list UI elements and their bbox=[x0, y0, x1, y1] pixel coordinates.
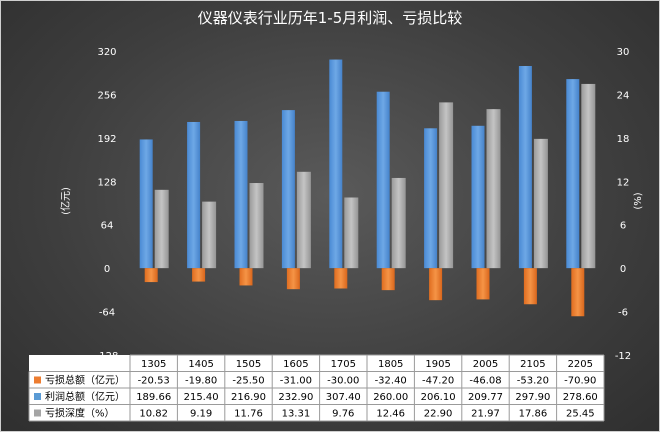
x-tick-label: 1305 bbox=[141, 359, 166, 370]
bar-loss-depth bbox=[154, 189, 169, 269]
legend-swatch bbox=[34, 409, 41, 417]
x-tick-label: 1705 bbox=[331, 359, 356, 370]
bar-profit bbox=[234, 120, 248, 269]
data-label: 209.77 bbox=[468, 392, 503, 403]
data-label: -30.00 bbox=[327, 376, 359, 387]
data-label: 9.76 bbox=[332, 409, 354, 420]
data-label: 216.90 bbox=[231, 392, 266, 403]
data-label: -31.00 bbox=[280, 376, 312, 387]
x-tick-label: 2205 bbox=[568, 359, 593, 370]
y-tick-label: 64 bbox=[101, 221, 114, 232]
x-tick-label: 2005 bbox=[473, 359, 498, 370]
bar-profit bbox=[376, 91, 390, 269]
data-label: -32.40 bbox=[375, 376, 407, 387]
bar-profit bbox=[187, 121, 201, 269]
y2-tick-label: 12 bbox=[617, 177, 630, 188]
chart-title: 仪器仪表行业历年1-5月利润、亏损比较 bbox=[198, 9, 463, 27]
data-label: 11.76 bbox=[234, 409, 263, 420]
y2-tick-label: 24 bbox=[617, 90, 630, 101]
y2-tick-label: -12 bbox=[615, 351, 631, 362]
x-tick-label: 1505 bbox=[236, 359, 261, 370]
bar-loss bbox=[192, 268, 206, 282]
data-label: -20.53 bbox=[138, 376, 170, 387]
y2-tick-label: 0 bbox=[620, 264, 626, 275]
bar-loss-depth bbox=[249, 183, 264, 269]
data-label: -19.80 bbox=[185, 376, 217, 387]
bar-loss-depth bbox=[391, 177, 406, 269]
bar-profit bbox=[281, 110, 295, 269]
data-label: 25.45 bbox=[566, 409, 595, 420]
bar-loss bbox=[239, 268, 253, 286]
y-axis-label: (亿元) bbox=[59, 187, 72, 215]
bar-loss-depth bbox=[344, 197, 359, 269]
data-label: 12.46 bbox=[376, 409, 405, 420]
x-tick-label: 1905 bbox=[425, 359, 450, 370]
bar-loss bbox=[429, 268, 443, 301]
bar-profit bbox=[139, 139, 153, 269]
x-tick-label: 1405 bbox=[188, 359, 213, 370]
data-label: 21.97 bbox=[471, 409, 500, 420]
y2-tick-label: -6 bbox=[618, 308, 628, 319]
bar-loss-depth bbox=[296, 171, 311, 269]
x-tick-label: 1805 bbox=[378, 359, 403, 370]
data-label: 297.90 bbox=[515, 392, 550, 403]
data-label: 260.00 bbox=[373, 392, 408, 403]
data-label: 206.10 bbox=[421, 392, 456, 403]
data-label: 22.90 bbox=[424, 409, 453, 420]
y2-tick-label: 18 bbox=[617, 134, 630, 145]
bar-loss-depth bbox=[439, 102, 454, 269]
data-label: 278.60 bbox=[563, 392, 598, 403]
y2-tick-label: 30 bbox=[617, 47, 630, 58]
legend-label: 亏损总额（亿元） bbox=[45, 374, 125, 387]
bar-loss bbox=[286, 268, 300, 290]
data-label: 13.31 bbox=[282, 409, 311, 420]
data-label: 17.86 bbox=[519, 409, 548, 420]
bar-profit bbox=[566, 79, 580, 269]
data-label: 10.82 bbox=[139, 409, 168, 420]
data-label: -46.08 bbox=[469, 376, 501, 387]
bar-profit bbox=[424, 128, 438, 269]
data-label: -47.20 bbox=[422, 376, 454, 387]
bar-loss bbox=[523, 268, 537, 305]
data-label: -25.50 bbox=[232, 376, 264, 387]
x-tick-label: 2105 bbox=[520, 359, 545, 370]
bar-loss-depth bbox=[533, 138, 548, 269]
data-label: 215.40 bbox=[184, 392, 219, 403]
data-label: 9.19 bbox=[190, 409, 212, 420]
bar-profit bbox=[518, 65, 532, 269]
bar-loss bbox=[476, 268, 490, 300]
bar-loss-depth bbox=[486, 109, 501, 269]
bar-loss bbox=[571, 268, 585, 317]
legend-swatch bbox=[34, 393, 41, 400]
bar-profit bbox=[329, 59, 343, 269]
legend-swatch bbox=[34, 376, 41, 384]
y-tick-label: 128 bbox=[97, 177, 116, 188]
legend-label: 亏损深度（%） bbox=[45, 407, 115, 420]
y2-tick-label: 6 bbox=[620, 221, 626, 232]
y-tick-label: 192 bbox=[97, 134, 116, 145]
bar-loss bbox=[144, 268, 158, 283]
y2-axis-label: (%) bbox=[633, 192, 644, 209]
data-label: 189.66 bbox=[136, 392, 171, 403]
y-tick-label: -64 bbox=[99, 308, 115, 319]
data-label: -70.90 bbox=[564, 376, 596, 387]
x-tick-label: 1605 bbox=[283, 359, 308, 370]
y-tick-label: 320 bbox=[97, 47, 116, 58]
bar-loss bbox=[381, 268, 395, 291]
bar-profit bbox=[471, 125, 485, 269]
data-label: 307.40 bbox=[326, 392, 361, 403]
data-label: -53.20 bbox=[517, 376, 549, 387]
y-tick-label: 0 bbox=[104, 264, 110, 275]
bar-loss-depth bbox=[202, 201, 217, 269]
data-label: 232.90 bbox=[278, 392, 313, 403]
y-tick-label: 256 bbox=[97, 90, 116, 101]
bar-loss-depth bbox=[581, 83, 596, 269]
bar-loss bbox=[334, 268, 348, 289]
legend-label: 利润总额（亿元） bbox=[45, 390, 125, 403]
